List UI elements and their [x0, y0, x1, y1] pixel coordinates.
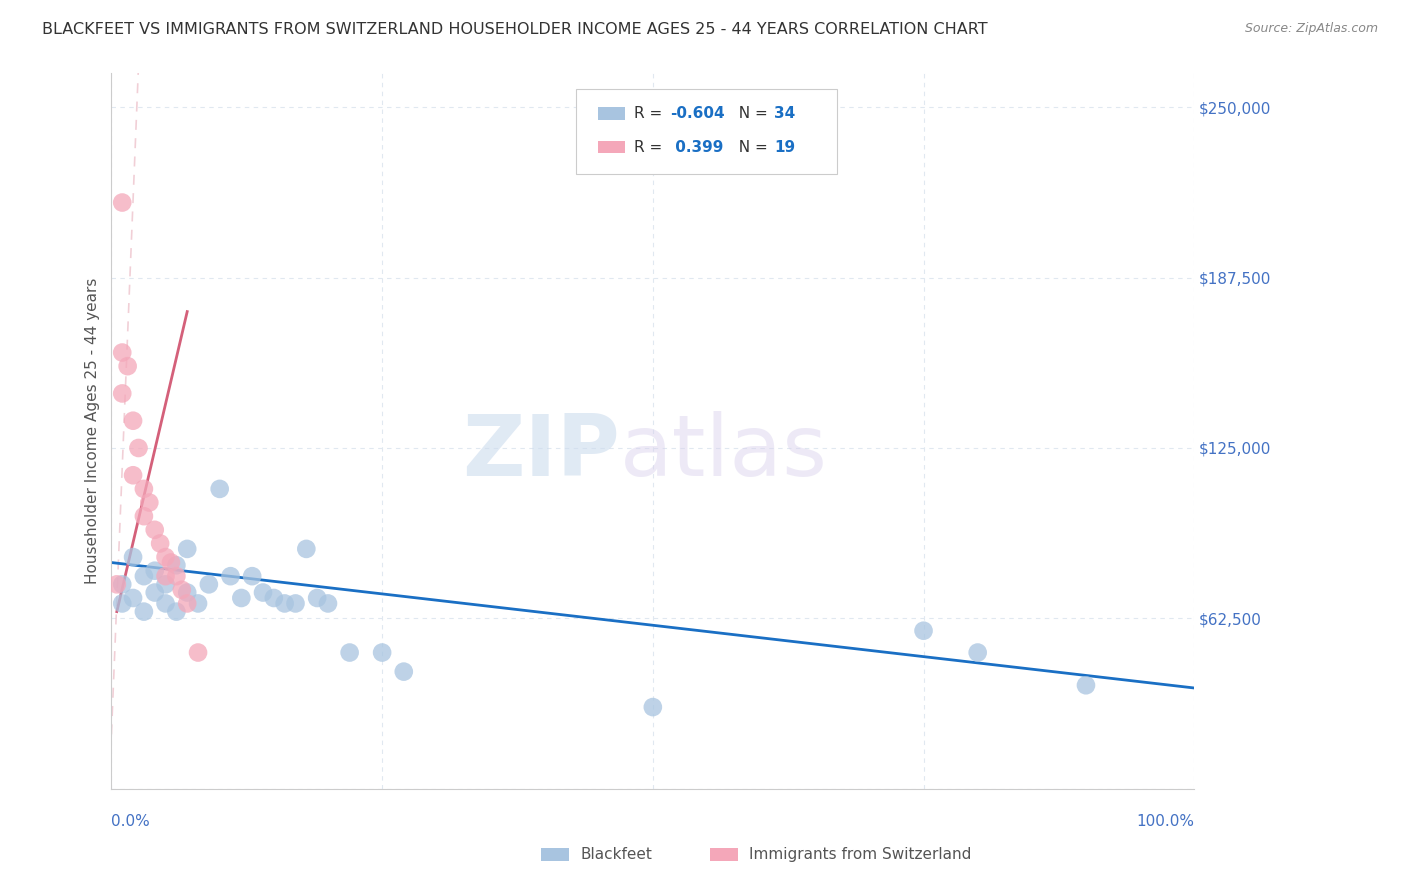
Text: 0.399: 0.399: [671, 140, 724, 154]
Text: BLACKFEET VS IMMIGRANTS FROM SWITZERLAND HOUSEHOLDER INCOME AGES 25 - 44 YEARS C: BLACKFEET VS IMMIGRANTS FROM SWITZERLAND…: [42, 22, 988, 37]
Point: [122, 414, 145, 428]
Text: atlas: atlas: [620, 411, 828, 494]
Point: [307, 591, 329, 605]
Point: [208, 482, 231, 496]
Point: [138, 495, 160, 509]
Point: [176, 541, 198, 556]
Point: [155, 577, 177, 591]
Point: [240, 569, 263, 583]
Point: [295, 541, 318, 556]
Text: Immigrants from Switzerland: Immigrants from Switzerland: [749, 847, 972, 862]
Point: [143, 585, 166, 599]
Point: [392, 665, 415, 679]
Point: [165, 605, 187, 619]
Point: [117, 359, 139, 374]
Point: [105, 577, 128, 591]
Point: [187, 646, 209, 660]
Point: [198, 577, 221, 591]
Point: [132, 569, 155, 583]
Point: [111, 345, 134, 359]
Point: [132, 605, 155, 619]
Point: [149, 536, 172, 550]
Point: [339, 646, 361, 660]
Point: [252, 585, 274, 599]
Text: N =: N =: [730, 140, 773, 154]
Point: [641, 700, 664, 714]
Text: R =: R =: [634, 140, 666, 154]
Point: [966, 646, 988, 660]
Point: [231, 591, 253, 605]
Point: [143, 523, 166, 537]
Y-axis label: Householder Income Ages 25 - 44 years: Householder Income Ages 25 - 44 years: [86, 277, 100, 584]
Text: 0.0%: 0.0%: [111, 814, 150, 829]
Point: [111, 195, 134, 210]
Point: [176, 585, 198, 599]
Point: [122, 550, 145, 565]
Point: [111, 386, 134, 401]
Text: 100.0%: 100.0%: [1136, 814, 1194, 829]
Text: Source: ZipAtlas.com: Source: ZipAtlas.com: [1244, 22, 1378, 36]
Point: [160, 556, 183, 570]
Point: [111, 577, 134, 591]
Text: ZIP: ZIP: [463, 411, 620, 494]
Point: [176, 597, 198, 611]
Text: -0.604: -0.604: [671, 106, 724, 120]
Point: [912, 624, 935, 638]
Text: N =: N =: [730, 106, 773, 120]
Point: [143, 564, 166, 578]
Text: R =: R =: [634, 106, 666, 120]
Point: [219, 569, 242, 583]
Point: [316, 597, 339, 611]
Point: [187, 597, 209, 611]
Point: [127, 441, 149, 455]
Text: 34: 34: [775, 106, 796, 120]
Text: Blackfeet: Blackfeet: [581, 847, 652, 862]
Point: [284, 597, 307, 611]
Point: [155, 597, 177, 611]
Point: [122, 591, 145, 605]
Point: [132, 509, 155, 524]
Point: [165, 558, 187, 573]
Point: [1074, 678, 1097, 692]
Point: [263, 591, 285, 605]
Point: [155, 550, 177, 565]
Point: [165, 569, 187, 583]
Point: [371, 646, 394, 660]
Point: [132, 482, 155, 496]
Point: [155, 569, 177, 583]
Point: [273, 597, 295, 611]
Point: [170, 582, 193, 597]
Text: 19: 19: [775, 140, 796, 154]
Point: [111, 597, 134, 611]
Point: [122, 468, 145, 483]
